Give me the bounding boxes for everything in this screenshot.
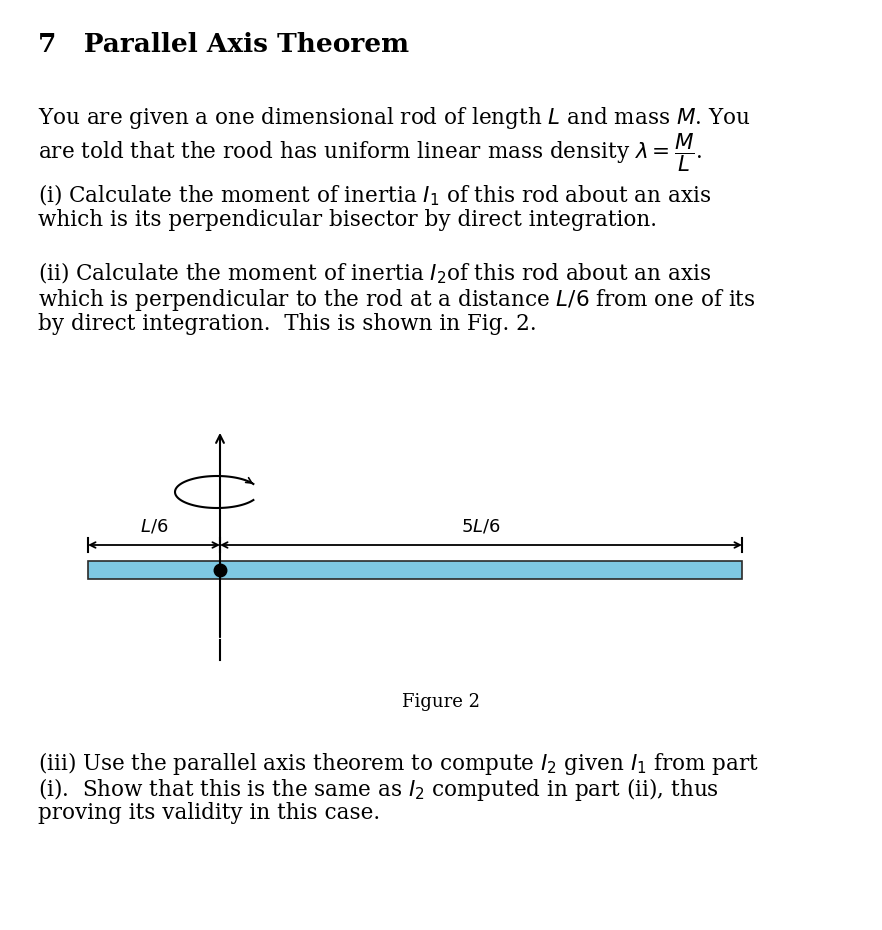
Text: $5L/6$: $5L/6$: [461, 517, 501, 535]
Text: (ii) Calculate the moment of inertia $I_2$of this rod about an axis: (ii) Calculate the moment of inertia $I_…: [38, 261, 711, 286]
Text: (iii) Use the parallel axis theorem to compute $I_2$ given $I_1$ from part: (iii) Use the parallel axis theorem to c…: [38, 750, 759, 777]
Text: 7   Parallel Axis Theorem: 7 Parallel Axis Theorem: [38, 32, 409, 57]
Text: Figure 2: Figure 2: [402, 693, 480, 711]
Text: You are given a one dimensional rod of length $L$ and mass $M$. You: You are given a one dimensional rod of l…: [38, 105, 751, 131]
Text: (i) Calculate the moment of inertia $I_1$ of this rod about an axis: (i) Calculate the moment of inertia $I_1…: [38, 183, 711, 208]
Text: $L/6$: $L/6$: [140, 517, 168, 535]
Text: (i).  Show that this is the same as $I_2$ computed in part (ii), thus: (i). Show that this is the same as $I_2$…: [38, 776, 719, 803]
Text: which is perpendicular to the rod at a distance $L/6$ from one of its: which is perpendicular to the rod at a d…: [38, 287, 756, 313]
Text: are told that the rood has uniform linear mass density $\lambda = \dfrac{M}{L}$.: are told that the rood has uniform linea…: [38, 131, 702, 174]
FancyBboxPatch shape: [88, 561, 742, 579]
Text: proving its validity in this case.: proving its validity in this case.: [38, 802, 380, 824]
Text: which is its perpendicular bisector by direct integration.: which is its perpendicular bisector by d…: [38, 209, 657, 231]
Text: by direct integration.  This is shown in Fig. 2.: by direct integration. This is shown in …: [38, 313, 536, 335]
